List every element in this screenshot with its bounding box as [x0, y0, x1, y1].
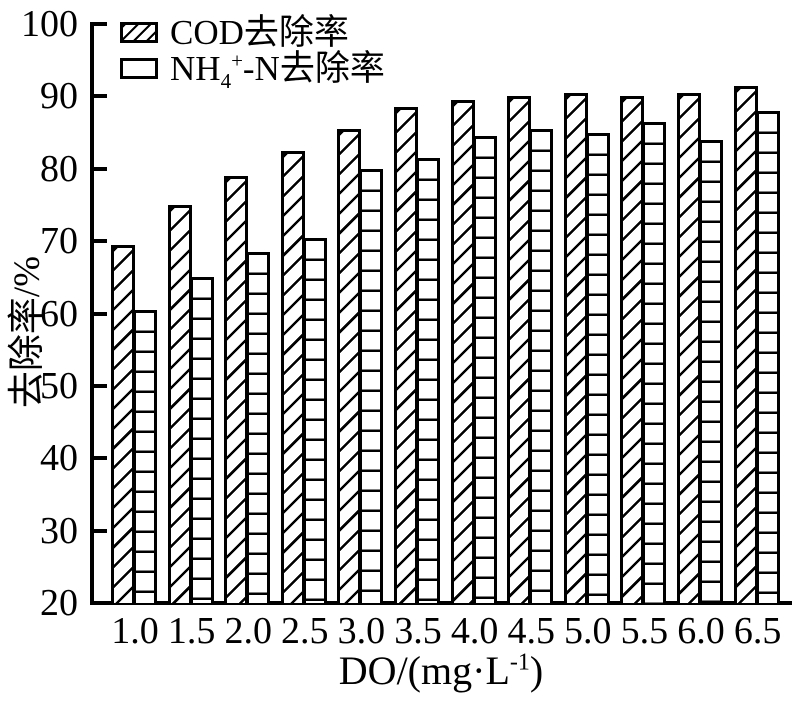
bar-nh4n-2.0 — [246, 251, 271, 603]
bar-nh4n-2.5 — [302, 237, 327, 603]
bar-cod-5.5 — [620, 96, 645, 603]
y-tick-label-100: 100 — [21, 3, 78, 45]
bar-nh4n-6.5 — [755, 110, 780, 603]
y-tick-20 — [94, 601, 107, 605]
y-tick-90 — [94, 94, 107, 99]
bar-nh4n-4.5 — [529, 128, 554, 603]
bar-cod-3.0 — [337, 128, 362, 603]
y-tick-label-50: 50 — [40, 364, 78, 407]
y-tick-label-60: 60 — [40, 292, 78, 335]
y-tick-label-70: 70 — [40, 220, 78, 263]
x-tick-label-4.0: 4.0 — [450, 610, 499, 652]
x-axis-title: DO/(mg·L-1) — [90, 650, 792, 692]
bar-cod-6.5 — [733, 85, 758, 603]
bar-nh4n-1.5 — [189, 277, 214, 603]
bar-cod-2.5 — [280, 150, 305, 603]
bar-nh4n-1.0 — [133, 309, 157, 603]
y-tick-label-20: 20 — [40, 582, 78, 624]
bar-nh4n-4.0 — [472, 136, 497, 603]
bar-nh4n-5.0 — [585, 132, 610, 603]
x-tick-label-1.5: 1.5 — [167, 610, 216, 652]
y-tick-40 — [94, 456, 107, 461]
cod-hatch-swatch-icon — [120, 22, 158, 43]
x-tick-label-1.0: 1.0 — [111, 610, 159, 652]
x-axis-spine — [90, 601, 792, 605]
y-tick-60 — [94, 311, 107, 316]
x-tick-label-3.5: 3.5 — [394, 610, 442, 652]
y-tick-label-90: 90 — [40, 75, 78, 118]
y-tick-30 — [94, 528, 107, 533]
nh4n-open-swatch-icon — [120, 58, 158, 79]
x-tick-label-3.0: 3.0 — [337, 610, 386, 652]
bar-nh4n-6.0 — [699, 139, 723, 603]
x-tick-label-2.0: 2.0 — [224, 610, 272, 652]
y-tick-label-40: 40 — [40, 437, 78, 480]
bar-cod-4.0 — [450, 99, 475, 603]
x-tick-label-5.5: 5.5 — [620, 610, 669, 652]
x-tick-label-4.5: 4.5 — [507, 610, 555, 652]
legend-label-nh4n: NH4+-N去除率 — [170, 48, 385, 93]
bar-nh4n-3.5 — [416, 157, 440, 603]
y-tick-label-80: 80 — [40, 147, 78, 190]
y-tick-80 — [94, 166, 107, 171]
x-axis-title-close: ) — [529, 648, 544, 693]
x-tick-label-6.5: 6.5 — [733, 610, 782, 652]
x-axis-title-exponent: -1 — [509, 649, 530, 676]
legend-item-cod: COD去除率 — [120, 13, 385, 52]
legend-label-cod: COD去除率 — [170, 13, 349, 52]
legend: COD去除率 NH4+-N去除率 — [120, 13, 385, 93]
bar-cod-4.5 — [507, 96, 532, 603]
x-tick-label-2.5: 2.5 — [281, 610, 329, 652]
y-tick-100 — [94, 22, 107, 26]
bar-cod-6.0 — [677, 92, 701, 603]
x-axis-title-text: DO/(mg·L — [338, 648, 510, 693]
bar-cod-3.5 — [394, 107, 418, 603]
y-tick-label-30: 30 — [40, 509, 78, 552]
x-tick-label-6.0: 6.0 — [677, 610, 725, 652]
bar-nh4n-3.0 — [359, 168, 384, 603]
bar-cod-5.0 — [563, 92, 588, 603]
bar-cod-1.0 — [111, 244, 135, 603]
y-axis-title: 去除率/% — [7, 255, 48, 409]
y-axis-spine — [90, 22, 94, 605]
y-tick-50 — [94, 383, 107, 388]
legend-item-nh4n: NH4+-N去除率 — [120, 48, 385, 93]
bar-cod-1.5 — [167, 204, 192, 603]
x-tick-label-5.0: 5.0 — [564, 610, 612, 652]
bar-cod-2.0 — [224, 175, 249, 603]
y-tick-70 — [94, 239, 107, 244]
bar-nh4n-5.5 — [642, 121, 667, 603]
